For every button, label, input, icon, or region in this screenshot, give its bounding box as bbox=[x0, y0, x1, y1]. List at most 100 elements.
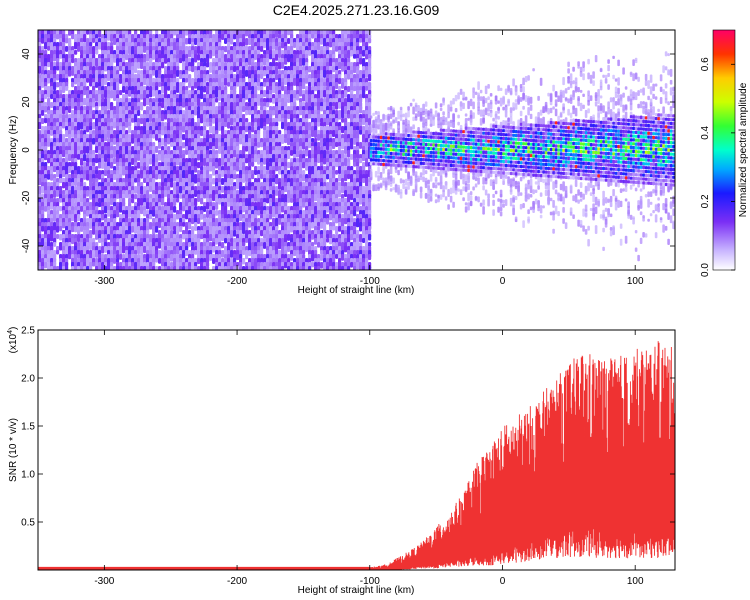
spectrogram-cell bbox=[245, 70, 249, 77]
spectrogram-cell bbox=[53, 178, 57, 184]
spectrogram-cell bbox=[260, 210, 264, 215]
spectrogram-cell bbox=[71, 34, 75, 40]
spectrogram-cell bbox=[185, 214, 189, 220]
spectrogram-cell bbox=[206, 122, 210, 127]
spectrogram-cell bbox=[98, 70, 102, 76]
spectrogram-cell bbox=[80, 226, 84, 232]
spectrogram-cell bbox=[311, 254, 315, 262]
spectrogram-cell bbox=[101, 78, 105, 84]
spectrogram-cell bbox=[74, 198, 78, 203]
spectrogram-cell bbox=[269, 226, 273, 231]
spectrogram-cell bbox=[95, 146, 99, 154]
spectrogram-cell bbox=[62, 82, 66, 88]
spectrogram-cell bbox=[245, 254, 249, 260]
spectrogram-cell bbox=[122, 266, 126, 270]
spectrogram-cell bbox=[44, 254, 48, 259]
spectrogram-cell bbox=[194, 102, 198, 107]
spectrogram-cell bbox=[71, 226, 75, 233]
spectrogram-cell bbox=[149, 214, 153, 220]
spectrogram-cell bbox=[275, 130, 279, 135]
spectrogram-cell bbox=[89, 254, 93, 259]
spectrogram-cell bbox=[68, 222, 72, 228]
spectrogram-cell bbox=[155, 70, 159, 79]
spectrogram-cell bbox=[128, 210, 132, 218]
spectrogram-cell bbox=[287, 38, 291, 44]
spectrogram-cell bbox=[68, 254, 72, 260]
spectrogram-cell bbox=[41, 186, 45, 194]
spectrogram-cell bbox=[194, 166, 198, 173]
spectrogram-cell bbox=[296, 142, 300, 151]
spectrogram-cell bbox=[50, 122, 54, 127]
spectrogram-cell bbox=[305, 70, 309, 75]
spectrogram-cell bbox=[281, 122, 285, 130]
spectrogram-cell bbox=[65, 190, 69, 195]
spectrogram-cell bbox=[308, 194, 312, 199]
spectrogram-cell bbox=[176, 174, 180, 179]
spectrogram-cell bbox=[158, 98, 162, 103]
spectrogram-cell bbox=[80, 38, 84, 43]
spectrogram-cell bbox=[176, 194, 180, 199]
spectrogram-cell bbox=[92, 122, 96, 130]
spectrogram-cell bbox=[41, 82, 45, 88]
spectrogram-cell bbox=[200, 266, 204, 270]
spectrogram-cell bbox=[128, 154, 132, 163]
spectrogram-cell bbox=[215, 142, 219, 150]
spectrogram-cell bbox=[98, 54, 102, 60]
spectrogram-cell bbox=[278, 142, 282, 147]
spectrogram-cell bbox=[107, 226, 111, 235]
spectrogram-cell bbox=[281, 50, 285, 55]
spectrogram-cell bbox=[83, 90, 87, 96]
spectrogram-cell bbox=[173, 94, 177, 99]
spectrogram-cell bbox=[278, 50, 282, 58]
spectrogram-cell bbox=[317, 122, 321, 127]
spectrogram-cell bbox=[107, 234, 111, 240]
spectrogram-cell bbox=[89, 214, 93, 219]
spectrogram-cell bbox=[125, 54, 129, 61]
spectrogram-cell bbox=[182, 102, 186, 108]
spectrogram-cell bbox=[194, 70, 198, 79]
spectrogram-cell bbox=[53, 46, 57, 51]
spectrogram-cell bbox=[290, 150, 294, 156]
spectrogram-cell bbox=[236, 138, 240, 143]
spectrogram-cell bbox=[305, 246, 309, 252]
spectrogram-cell bbox=[38, 178, 42, 186]
spectrogram-cell bbox=[149, 186, 153, 193]
spectrogram-cell bbox=[116, 258, 120, 263]
spectrogram-cell bbox=[224, 78, 228, 86]
spectrogram-cell bbox=[104, 154, 108, 163]
spectrogram-cell bbox=[95, 110, 99, 115]
spectrogram-cell bbox=[290, 90, 294, 95]
spectrogram-cell bbox=[131, 198, 135, 204]
spectrogram-cell bbox=[194, 222, 198, 227]
spectrogram-cell bbox=[38, 238, 42, 243]
spectrogram-cell bbox=[143, 78, 147, 86]
spectrogram-cell bbox=[104, 134, 108, 142]
spectrogram-cell bbox=[188, 78, 192, 83]
spectrogram-cell bbox=[170, 254, 174, 262]
spectrogram-cell bbox=[38, 122, 42, 130]
spectrogram-cell bbox=[302, 94, 306, 102]
spectrogram-cell bbox=[269, 134, 273, 139]
spectrogram-cell bbox=[59, 90, 63, 95]
spectrogram-cell bbox=[92, 230, 96, 235]
spectrogram-cell bbox=[284, 138, 288, 144]
spectrogram-cell bbox=[47, 122, 51, 128]
spectrogram-cell bbox=[215, 134, 219, 139]
spectrogram-cell bbox=[101, 138, 105, 143]
spectrogram-cell bbox=[98, 58, 102, 63]
spectrogram-cell bbox=[302, 42, 306, 47]
spectrogram-cell bbox=[287, 30, 291, 36]
spectrogram-cell bbox=[161, 102, 165, 109]
spectrogram-cell bbox=[59, 242, 63, 248]
spectrogram-cell bbox=[89, 90, 93, 96]
spectrogram-cell bbox=[182, 206, 186, 212]
spectrogram-cell bbox=[194, 198, 198, 207]
spectrogram-cell bbox=[167, 30, 171, 39]
spectrogram-cell bbox=[98, 190, 102, 195]
spectrogram-cell bbox=[296, 134, 300, 139]
spectrogram-cell bbox=[233, 230, 237, 237]
spectrogram-cell bbox=[38, 262, 42, 267]
spectrogram-cell bbox=[224, 38, 228, 45]
spectrogram-cell bbox=[71, 30, 75, 36]
spectrogram-cell bbox=[86, 30, 90, 35]
